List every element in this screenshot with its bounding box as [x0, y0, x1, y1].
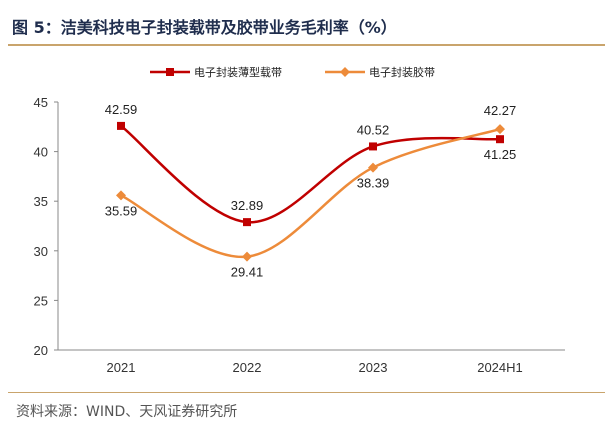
data-label: 42.59: [105, 102, 138, 117]
data-label: 42.27: [484, 103, 517, 118]
data-point: [243, 218, 251, 227]
data-point: [242, 251, 252, 262]
data-label: 40.52: [357, 122, 390, 137]
data-point: [495, 124, 505, 135]
source-note: 资料来源：WIND、天风证券研究所: [16, 404, 238, 420]
x-tick-label: 2022: [233, 360, 262, 375]
data-label: 41.25: [484, 147, 517, 162]
y-tick-label: 35: [34, 194, 48, 209]
data-point: [116, 190, 126, 201]
data-label: 29.41: [231, 265, 264, 280]
y-tick-label: 25: [34, 293, 48, 308]
y-tick-label: 20: [34, 343, 48, 358]
y-tick-label: 40: [34, 145, 48, 160]
data-point: [496, 135, 504, 144]
series-line: [120, 124, 501, 224]
legend-marker: [166, 68, 174, 76]
y-tick-label: 30: [34, 244, 48, 259]
legend-label: 电子封装薄型载带: [194, 65, 282, 79]
x-tick-label: 2021: [107, 360, 136, 375]
series-line: [120, 127, 501, 258]
data-point: [368, 162, 378, 173]
y-tick-label: 45: [34, 95, 48, 110]
legend-marker: [340, 67, 350, 77]
x-tick-label: 2023: [359, 360, 388, 375]
data-label: 32.89: [231, 198, 264, 213]
page-title: 图 5：洁美科技电子封装载带及胶带业务毛利率（%）: [12, 18, 397, 37]
data-point: [369, 142, 377, 151]
title-divider: [8, 44, 605, 46]
line-chart: 20 25 30 35 40 45 2021 2022 2023 2024H1 电子封装薄型载带 电…: [34, 65, 565, 375]
data-label: 35.59: [105, 203, 138, 218]
data-point: [117, 121, 125, 130]
legend-label: 电子封装胶带: [369, 65, 435, 79]
data-label: 38.39: [357, 176, 390, 191]
footer-divider: [8, 392, 605, 393]
x-tick-label: 2024H1: [477, 360, 523, 375]
